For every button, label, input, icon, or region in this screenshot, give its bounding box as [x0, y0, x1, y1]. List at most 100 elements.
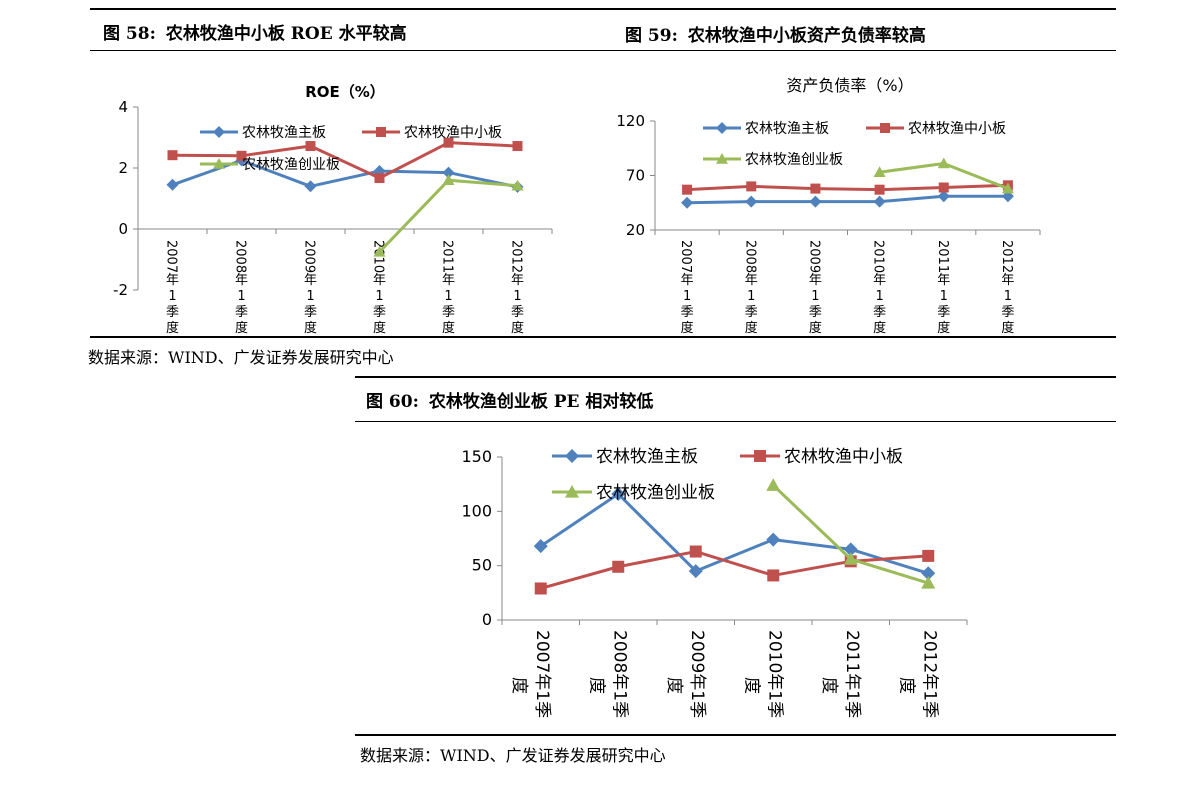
roe-x-label-char: 年 — [166, 273, 179, 288]
pe-x-label-line1: 2012年1季 — [919, 630, 939, 718]
roe-x-label-char: 度 — [373, 320, 386, 336]
roe-x-label: 2008 — [233, 240, 248, 273]
debt-x-label-char: 度 — [1001, 320, 1014, 336]
pe-x-label-line2: 度 — [741, 677, 761, 694]
roe-point-2 — [511, 179, 524, 191]
roe-x-label-char: 1 — [444, 289, 452, 304]
pe-x-label-line2: 度 — [819, 677, 839, 694]
pe-y-tick-label: 100 — [461, 501, 492, 520]
pe-point-0 — [533, 539, 548, 554]
pe-point-1 — [689, 545, 702, 558]
debt-point-0 — [681, 196, 694, 209]
pe-legend-marker — [565, 485, 579, 498]
roe-x-label-char: 季 — [511, 305, 524, 320]
roe-x-label-char: 度 — [235, 320, 248, 336]
pe-x-label-line1: 2009年1季 — [687, 630, 707, 718]
roe-x-label-char: 度 — [166, 320, 179, 336]
debt-point-0 — [745, 195, 758, 208]
roe-x-label-char: 年 — [304, 273, 317, 288]
debt-x-label-char: 1 — [940, 289, 948, 304]
figure-58-title: 图 58: 农林牧渔中小板 ROE 水平较高 — [103, 24, 407, 44]
roe-y-tick-label: 4 — [118, 98, 128, 116]
roe-x-label-char: 1 — [306, 289, 314, 304]
pe-x-label-line2: 度 — [586, 677, 606, 694]
roe-point-2 — [442, 174, 455, 185]
pe-point-2 — [921, 576, 936, 589]
debt-x-label-char: 季 — [681, 305, 694, 320]
debt-x-label: 2012 — [999, 240, 1014, 273]
title-underline — [90, 50, 1116, 51]
debt-x-label-char: 度 — [937, 320, 950, 336]
roe-chart-title: ROE（%） — [305, 83, 385, 101]
roe-x-label: 2012 — [509, 240, 524, 273]
roe-y-tick-label: 0 — [118, 220, 128, 238]
roe-x-label-char: 1 — [375, 289, 383, 304]
roe-x-label-char: 季 — [304, 305, 317, 320]
roe-x-label-char: 1 — [168, 289, 176, 304]
debt-x-label-char: 年 — [681, 273, 694, 288]
roe-x-label-char: 度 — [304, 320, 317, 336]
pe-point-1 — [922, 549, 935, 562]
roe-x-label-char: 年 — [511, 273, 524, 288]
debt-x-label-char: 1 — [875, 289, 883, 304]
debt-point-1 — [746, 181, 757, 192]
figure-60-bottom-rule — [355, 734, 1116, 736]
debt-series-line-0 — [687, 194, 1008, 205]
pe-point-2 — [843, 552, 858, 565]
debt-legend-label: 农林牧渔创业板 — [745, 152, 843, 168]
debt-point-1 — [938, 182, 949, 193]
roe-x-label: 2011 — [440, 240, 455, 273]
roe-legend-marker — [376, 127, 386, 137]
debt-x-label-char: 度 — [873, 320, 886, 336]
roe-x-label-char: 季 — [166, 305, 179, 320]
debt-x-label: 2009 — [806, 240, 821, 273]
pe-point-0 — [766, 532, 781, 547]
debt-x-label-char: 1 — [747, 289, 755, 304]
debt-x-label: 2010 — [871, 240, 886, 273]
roe-point-0 — [442, 166, 455, 179]
debt-x-label-char: 度 — [745, 320, 758, 336]
roe-x-label-char: 1 — [513, 289, 521, 304]
debt-x-label-char: 年 — [809, 273, 822, 288]
debt-plot: 资产负债率（%）20701202007年1季度2008年1季度2009年1季度2… — [616, 76, 1041, 336]
top-rule — [90, 8, 1116, 10]
pe-series-line-1 — [540, 550, 929, 590]
pe-x-label-line1: 2007年1季 — [532, 630, 552, 718]
debt-x-label-char: 1 — [683, 289, 691, 304]
debt-chart-title: 资产负债率（%） — [786, 76, 913, 95]
debt-x-label-char: 季 — [809, 305, 822, 320]
roe-legend-label: 农林牧渔中小板 — [404, 125, 502, 141]
debt-x-label-char: 度 — [809, 320, 822, 336]
debt-y-tick-label: 20 — [626, 221, 645, 239]
charts-bottom-rule — [90, 336, 1116, 338]
figure-59-title: 图 59: 农林牧渔中小板资产负债率较高 — [625, 26, 926, 46]
debt-x-label-char: 度 — [681, 320, 694, 336]
debt-point-1 — [874, 184, 885, 195]
debt-point-0 — [873, 195, 886, 208]
roe-point-1 — [305, 141, 316, 152]
debt-x-label-char: 年 — [1001, 273, 1014, 288]
roe-point-1 — [443, 137, 454, 148]
roe-x-label-char: 年 — [373, 273, 386, 288]
debt-legend-marker — [716, 153, 728, 164]
debt-legend-marker — [880, 123, 890, 133]
debt-point-0 — [937, 190, 950, 203]
pe-y-tick-label: 150 — [461, 447, 492, 466]
debt-x-label-char: 季 — [745, 305, 758, 320]
debt-x-label: 2008 — [742, 240, 757, 273]
debt-legend-label: 农林牧渔主板 — [745, 121, 829, 137]
debt-x-label-char: 年 — [873, 273, 886, 288]
pe-series-line-0 — [539, 492, 929, 575]
pe-y-tick-label: 50 — [472, 556, 492, 575]
debt-x-label: 2007 — [678, 240, 693, 273]
roe-y-tick-label: -2 — [113, 281, 128, 299]
roe-point-1 — [167, 150, 178, 161]
pe-point-2 — [766, 478, 781, 491]
debt-legend-label: 农林牧渔中小板 — [908, 121, 1006, 137]
roe-x-label-char: 度 — [511, 320, 524, 336]
